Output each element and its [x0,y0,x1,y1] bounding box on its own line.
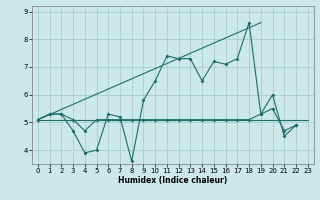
X-axis label: Humidex (Indice chaleur): Humidex (Indice chaleur) [118,176,228,185]
